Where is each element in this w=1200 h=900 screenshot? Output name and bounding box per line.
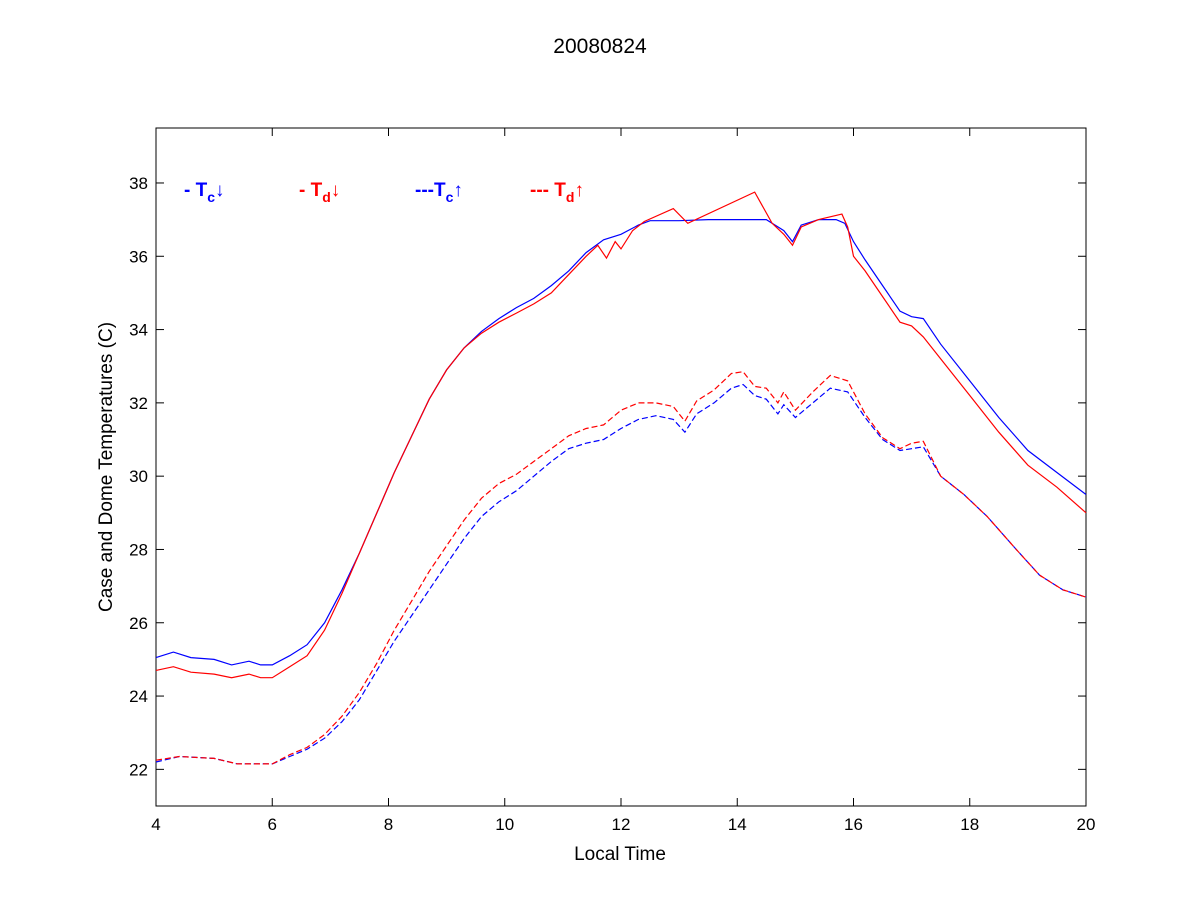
x-tick-label: 8 [384,815,393,834]
series-layer [155,191,1087,765]
series-line-3 [155,383,1087,765]
y-tick-label: 36 [129,247,148,266]
y-tick-label: 24 [129,687,148,706]
series-line-4 [155,371,1087,765]
axis-ticks: 4 6 8 10 12 14 16 18 20 22 24 26 28 30 32 34 36 38 [129,128,1095,834]
x-tick-label: 16 [844,815,863,834]
y-axis-title: Case and Dome Temperatures (C) [96,322,117,612]
y-tick-label: 22 [129,760,148,779]
plot-area [155,127,1087,807]
y-tick-label: 30 [129,467,148,486]
legend: - Tc↓ - Td↓ ---Tc↑ --- Td↑ [184,180,584,205]
legend-entry-3: ---Tc↑ [415,180,463,205]
x-tick-label: 12 [612,815,631,834]
x-tick-label: 14 [728,815,747,834]
legend-entry-1: - Tc↓ [184,180,225,205]
series-line-1 [155,219,1087,666]
y-tick-label: 34 [129,321,148,340]
x-tick-label: 20 [1077,815,1096,834]
chart-title: 20080824 [553,35,647,58]
legend-entry-2: - Td↓ [299,180,340,205]
x-tick-label: 6 [268,815,277,834]
y-tick-label: 38 [129,174,148,193]
y-tick-label: 28 [129,540,148,559]
y-tick-label: 26 [129,614,148,633]
legend-entry-4: --- Td↑ [530,180,584,205]
series-line-2 [155,191,1087,679]
x-axis-title: Local Time [574,844,666,865]
y-tick-label: 32 [129,394,148,413]
x-tick-label: 4 [151,815,160,834]
x-tick-label: 18 [960,815,979,834]
x-tick-label: 10 [495,815,514,834]
